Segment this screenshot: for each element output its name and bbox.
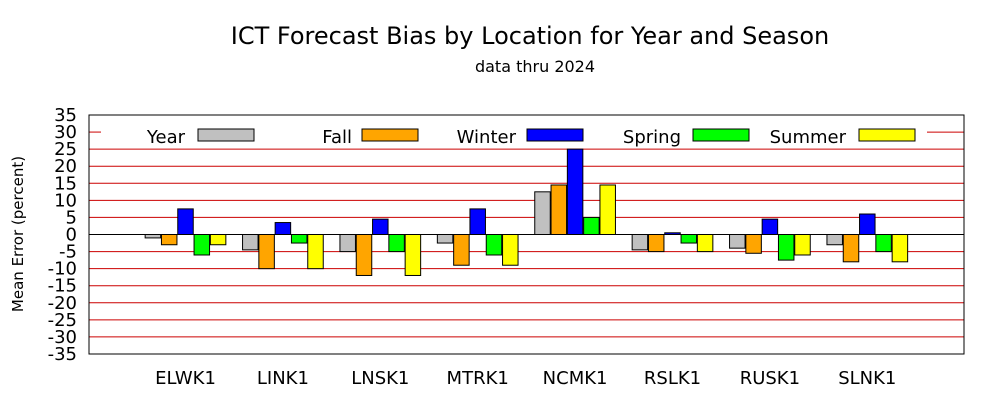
y-tick-label: -5 xyxy=(59,242,77,263)
bar-rusk1-spring xyxy=(777,234,795,261)
legend-label-year: Year xyxy=(146,127,186,148)
x-category-label: RUSK1 xyxy=(740,368,800,389)
y-tick-label: 30 xyxy=(54,122,77,143)
bar-mtrk1-fall xyxy=(453,234,470,266)
bar-lnsk1-fall xyxy=(355,234,373,276)
bar-elwk1-winter xyxy=(177,208,194,235)
bar-rusk1-summer xyxy=(794,234,811,256)
x-category-label: MTRK1 xyxy=(447,368,509,389)
bar-link1-summer xyxy=(307,234,324,270)
y-axis-label: Mean Error (percent) xyxy=(9,156,27,312)
chart-subtitle: data thru 2024 xyxy=(475,57,595,76)
x-category-label: NCMK1 xyxy=(543,368,608,389)
bar-rslk1-fall xyxy=(647,234,665,253)
bar-elwk1-summer xyxy=(209,234,227,246)
bar-elwk1-year xyxy=(144,234,162,239)
legend-label-winter: Winter xyxy=(457,127,517,148)
x-category-label: RSLK1 xyxy=(644,368,701,389)
bar-rslk1-year xyxy=(631,234,649,251)
x-categories: ELWK1 LINK1 LNSK1 MTRK1 NCMK1 RSLK1 RUSK1 SLNK1 xyxy=(155,368,896,389)
y-tick-label: 20 xyxy=(54,156,77,177)
legend-swatch-fall xyxy=(361,128,419,142)
bar-slnk1-fall xyxy=(842,234,860,263)
y-tick-label: -25 xyxy=(48,310,77,331)
legend-swatch-spring xyxy=(692,128,750,142)
x-category-label: ELWK1 xyxy=(155,368,216,389)
bar-rusk1-fall xyxy=(745,234,762,254)
bar-slnk1-year xyxy=(826,234,843,246)
legend: Year Fall Winter Spring Summer xyxy=(146,127,916,148)
y-tick-label: 15 xyxy=(54,173,77,194)
bar-ncmk1-fall xyxy=(550,184,568,235)
bar-slnk1-spring xyxy=(875,234,892,253)
bar-link1-winter xyxy=(274,222,292,236)
legend-swatch-winter xyxy=(526,128,584,142)
x-category-label: LNSK1 xyxy=(351,368,409,389)
bar-ncmk1-winter xyxy=(566,148,584,235)
bar-link1-year xyxy=(242,234,259,251)
bar-mtrk1-summer xyxy=(502,234,519,266)
y-tick-label: 10 xyxy=(54,190,77,211)
y-tick-label: -10 xyxy=(48,259,77,280)
bar-rslk1-winter xyxy=(664,232,681,236)
y-tick-label: -15 xyxy=(48,276,77,297)
bar-ncmk1-year xyxy=(534,191,551,235)
legend-label-spring: Spring xyxy=(623,127,681,148)
bar-ncmk1-spring xyxy=(583,216,600,236)
legend-label-fall: Fall xyxy=(322,127,352,148)
legend-swatch-summer xyxy=(858,128,916,142)
bar-link1-spring xyxy=(290,234,308,244)
bar-mtrk1-spring xyxy=(485,234,503,256)
bar-link1-fall xyxy=(258,234,275,270)
bar-lnsk1-winter xyxy=(372,218,389,235)
y-tick-label: 25 xyxy=(54,139,77,160)
grid-lines xyxy=(89,131,964,338)
bar-mtrk1-year xyxy=(436,234,454,244)
y-tick-label: 0 xyxy=(66,225,77,246)
bar-elwk1-fall xyxy=(160,234,178,246)
y-tick-label: -35 xyxy=(48,344,77,365)
y-tick-label: -20 xyxy=(48,293,77,314)
bar-lnsk1-year xyxy=(339,234,356,253)
bar-mtrk1-winter xyxy=(469,208,486,235)
bar-rslk1-spring xyxy=(680,234,698,244)
y-tick-label: 35 xyxy=(54,105,77,126)
bar-rusk1-year xyxy=(729,234,746,249)
y-tick-label: -30 xyxy=(48,327,77,348)
x-category-label: LINK1 xyxy=(257,368,309,389)
bar-slnk1-winter xyxy=(859,213,876,235)
bar-lnsk1-summer xyxy=(404,234,422,276)
legend-label-summer: Summer xyxy=(770,127,847,148)
bar-rslk1-summer xyxy=(696,234,714,253)
chart-title: ICT Forecast Bias by Location for Year a… xyxy=(231,22,829,50)
legend-swatch-year xyxy=(197,128,255,142)
plot-frame xyxy=(88,114,965,355)
bar-slnk1-summer xyxy=(891,234,909,263)
x-category-label: SLNK1 xyxy=(838,368,896,389)
bar-ncmk1-summer xyxy=(599,184,616,235)
bar-lnsk1-spring xyxy=(388,234,405,253)
bar-rusk1-winter xyxy=(761,218,779,235)
bars xyxy=(144,148,909,276)
bar-elwk1-spring xyxy=(193,234,211,256)
y-tick-label: 5 xyxy=(66,207,77,228)
